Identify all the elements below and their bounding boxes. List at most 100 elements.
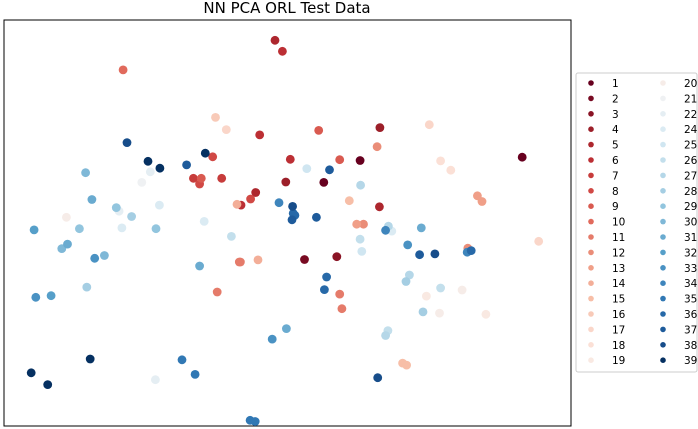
- data-point-class-8: [246, 194, 256, 204]
- legend-marker-5: [588, 141, 594, 148]
- data-point-class-34: [274, 198, 284, 208]
- data-point-class-24: [117, 223, 127, 233]
- legend-marker-15: [588, 295, 594, 302]
- legend-marker-30: [660, 218, 666, 225]
- legend-marker-38: [660, 342, 666, 348]
- legend-marker-22: [660, 111, 666, 117]
- data-point-class-2: [300, 255, 309, 264]
- legend-label-21: 21: [684, 93, 697, 105]
- legend-box: [575, 72, 698, 373]
- legend-marker-39: [660, 357, 666, 364]
- data-point-class-31: [282, 324, 291, 333]
- data-point-class-39: [155, 163, 165, 173]
- data-point-class-15: [402, 360, 411, 370]
- legend-label-37: 37: [684, 324, 697, 336]
- legend-marker-32: [660, 249, 666, 256]
- data-point-class-26: [355, 234, 365, 244]
- data-point-class-38: [373, 373, 383, 383]
- data-point-class-16: [211, 113, 220, 122]
- data-point-class-13: [352, 219, 362, 229]
- data-point-class-31: [87, 195, 97, 204]
- legend-marker-34: [660, 280, 666, 287]
- data-point-class-17: [424, 120, 434, 130]
- legend-label-2: 2: [612, 93, 619, 105]
- data-point-class-38: [288, 202, 297, 211]
- legend-label-27: 27: [684, 170, 697, 182]
- legend-label-39: 39: [684, 355, 697, 367]
- data-point-class-9: [196, 173, 206, 183]
- data-point-class-11: [236, 257, 245, 267]
- legend-marker-6: [588, 157, 594, 163]
- legend-marker-26: [660, 157, 666, 163]
- data-point-class-27: [356, 180, 365, 190]
- data-point-class-31: [416, 223, 426, 233]
- legend-marker-31: [660, 234, 666, 240]
- legend-label-10: 10: [612, 217, 625, 229]
- data-point-class-29: [75, 224, 84, 234]
- data-point-class-12: [359, 219, 368, 229]
- data-point-class-15: [344, 196, 354, 206]
- data-point-class-39: [200, 148, 210, 158]
- data-point-class-27: [405, 270, 414, 280]
- legend-label-7: 7: [612, 170, 619, 182]
- legend-marker-8: [588, 188, 594, 194]
- legend-label-6: 6: [612, 155, 619, 167]
- data-point-class-28: [401, 277, 411, 286]
- plot-area-frame: [3, 19, 572, 427]
- legend-label-8: 8: [612, 186, 619, 198]
- data-point-class-37: [182, 160, 192, 170]
- data-point-class-14: [253, 255, 263, 265]
- data-point-class-39: [143, 156, 153, 166]
- legend-marker-4: [588, 126, 594, 132]
- legend-label-32: 32: [684, 247, 697, 259]
- data-point-class-13: [473, 191, 482, 201]
- data-point-class-6: [285, 154, 295, 164]
- data-point-class-33: [403, 240, 413, 250]
- data-point-class-36: [322, 272, 331, 282]
- legend-marker-29: [660, 203, 666, 209]
- legend-label-34: 34: [684, 278, 698, 290]
- legend-marker-2: [588, 95, 594, 102]
- data-point-class-27: [381, 331, 390, 340]
- legend-label-13: 13: [612, 263, 625, 275]
- data-point-class-37: [325, 165, 334, 175]
- data-point-class-39: [85, 354, 95, 364]
- data-point-class-24: [155, 200, 164, 210]
- legend-label-5: 5: [612, 140, 619, 152]
- legend-label-36: 36: [684, 309, 698, 321]
- data-point-class-9: [314, 125, 324, 135]
- legend-marker-14: [588, 280, 594, 287]
- data-point-class-10: [118, 65, 128, 75]
- data-point-class-29: [151, 224, 161, 234]
- data-point-class-20: [457, 285, 467, 295]
- legend-label-30: 30: [684, 217, 697, 229]
- legend-label-22: 22: [684, 109, 697, 121]
- data-point-class-37: [415, 250, 424, 260]
- data-point-class-35: [190, 370, 200, 379]
- legend-marker-13: [588, 265, 594, 271]
- data-point-class-35: [177, 355, 187, 365]
- data-point-class-38: [430, 249, 440, 259]
- legend-marker-10: [588, 218, 594, 225]
- data-point-class-7: [189, 173, 198, 183]
- data-point-class-19: [481, 309, 491, 319]
- data-point-class-36: [288, 208, 298, 218]
- legend-marker-19: [588, 357, 594, 364]
- data-point-class-1: [319, 178, 329, 187]
- legend-label-11: 11: [612, 232, 625, 244]
- data-point-class-28: [418, 307, 428, 317]
- data-point-class-26: [436, 283, 445, 293]
- data-point-class-28: [127, 212, 136, 221]
- legend-marker-37: [660, 326, 666, 333]
- legend-label-20: 20: [684, 78, 697, 90]
- data-point-class-22: [145, 167, 155, 177]
- data-point-class-4: [281, 177, 291, 187]
- data-point-class-14: [232, 199, 242, 209]
- data-point-class-33: [90, 253, 100, 263]
- legend-label-12: 12: [612, 247, 625, 259]
- data-point-class-3: [332, 252, 342, 262]
- legend-label-19: 19: [612, 355, 625, 367]
- data-point-class-25: [302, 164, 312, 174]
- data-point-class-8: [208, 152, 218, 162]
